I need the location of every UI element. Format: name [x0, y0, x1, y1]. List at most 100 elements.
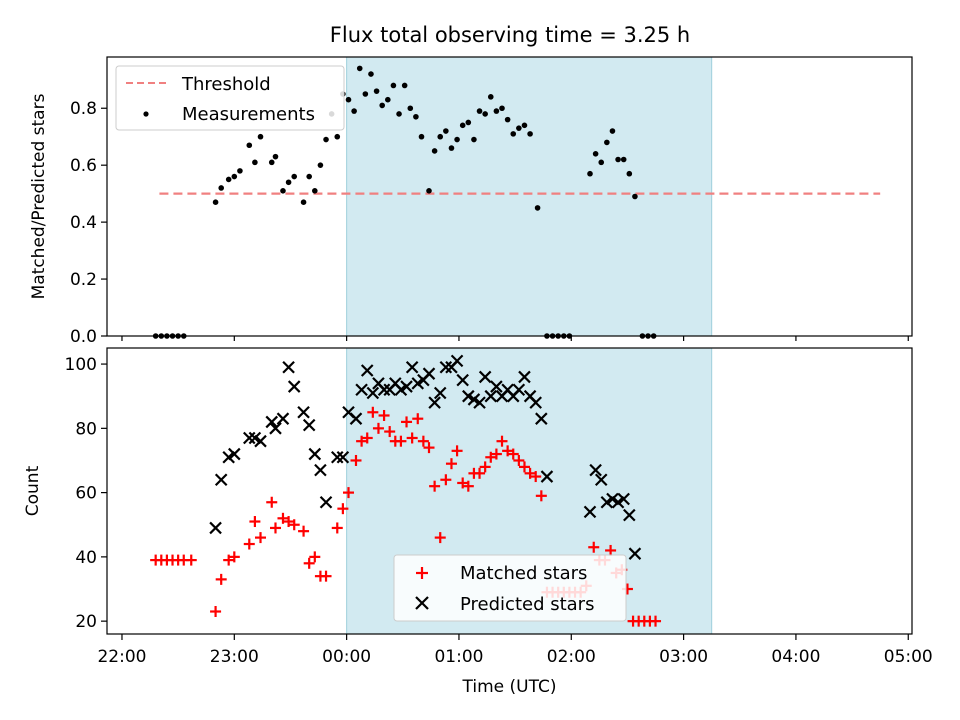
measurement-point: [487, 94, 494, 100]
measurement-point: [482, 111, 488, 117]
x-tick-label: 03:00: [659, 647, 708, 667]
matched-star-point: [445, 458, 457, 470]
measurement-point: [272, 153, 279, 160]
measurement-point: [499, 105, 505, 112]
measurement-point: [368, 71, 374, 77]
measurement-point: [407, 105, 414, 112]
predicted-star-point: [623, 508, 636, 522]
matched-star-point: [298, 525, 310, 537]
measurement-point: [225, 176, 232, 183]
measurement-point: [280, 188, 286, 194]
measurement-point: [312, 188, 318, 194]
x-tick-label: 01:00: [434, 647, 483, 667]
predicted-star-point: [456, 373, 469, 387]
measurement-point: [351, 108, 357, 114]
matched-star-point: [502, 445, 514, 457]
measurement-point: [443, 128, 449, 134]
measurement-point: [300, 199, 307, 205]
matched-star-point: [372, 422, 384, 434]
predicted-star-point: [269, 422, 282, 435]
matched-star-point: [378, 409, 390, 421]
measurement-point: [454, 136, 460, 143]
measurement-point: [285, 179, 292, 186]
matched-star-point: [320, 570, 332, 582]
measurement-point: [431, 148, 438, 154]
legend-predicted-label: Predicted stars: [460, 594, 594, 615]
measurement-point: [356, 65, 363, 72]
measurement-point: [426, 188, 432, 194]
measurement-point: [516, 125, 522, 131]
measurement-point: [345, 96, 352, 103]
matched-star-point: [331, 522, 343, 534]
top-y-ticks: 0.0 0.2 0.4 0.6 0.8: [70, 99, 107, 347]
measurement-point: [390, 82, 397, 89]
predicted-star-point: [589, 463, 602, 477]
matched-star-point: [401, 416, 413, 428]
measurement-point: [212, 199, 219, 205]
x-tick-label: 23:00: [210, 647, 259, 667]
matched-star-point: [309, 551, 321, 563]
measurement-point: [620, 156, 627, 163]
measurement-point: [504, 116, 511, 123]
predicted-star-point: [490, 380, 503, 393]
measurement-point: [592, 150, 599, 157]
matched-star-point: [337, 503, 349, 515]
matched-star-point: [269, 522, 281, 534]
matched-star-point: [535, 490, 547, 502]
matched-star-point: [228, 551, 240, 563]
measurement-point: [385, 96, 391, 103]
legend-predicted-swatch: [415, 596, 429, 610]
measurement-point: [257, 133, 264, 140]
y-tick-label: 100: [65, 355, 97, 375]
predicted-star-point: [439, 361, 453, 374]
predicted-star-point: [254, 434, 267, 448]
predicted-star-point: [243, 431, 256, 445]
measurement-point: [252, 159, 258, 166]
measurement-point: [373, 88, 380, 94]
measurement-point: [268, 159, 275, 166]
predicted-star-point: [355, 383, 368, 397]
measurement-point: [465, 119, 472, 126]
matched-star-point: [249, 516, 261, 528]
measurement-point: [418, 133, 425, 140]
matched-star-point: [423, 442, 435, 454]
measurement-point: [632, 193, 638, 200]
matched-star-point: [429, 480, 441, 492]
predicted-star-point: [366, 386, 380, 400]
predicted-star-point: [512, 383, 526, 397]
matched-star-point: [288, 519, 300, 531]
y-tick-label: 0.0: [70, 327, 97, 347]
matched-star-point: [588, 541, 600, 553]
top-y-axis-label: Matched/Predicted stars: [29, 93, 49, 299]
y-tick-label: 60: [75, 484, 97, 504]
predicted-star-point: [628, 547, 642, 560]
matched-star-point: [343, 487, 354, 499]
matched-star-point: [367, 406, 379, 418]
y-tick-label: 20: [75, 612, 97, 632]
measurement-point: [323, 136, 329, 143]
measurement-point: [306, 173, 312, 180]
legend-matched-label: Matched stars: [460, 563, 587, 584]
predicted-star-point: [209, 521, 222, 535]
predicted-star-point: [405, 361, 419, 374]
measurement-point: [231, 173, 238, 180]
predicted-star-point: [319, 495, 333, 509]
measurement-point: [413, 113, 419, 120]
matched-star-point: [650, 615, 662, 627]
measurement-point: [379, 102, 385, 109]
x-tick-label: 04:00: [771, 647, 820, 667]
predicted-star-point: [214, 473, 228, 487]
measurement-point: [615, 156, 621, 163]
matched-star-point: [255, 532, 267, 544]
measurement-point: [317, 162, 324, 168]
predicted-star-point: [228, 447, 241, 461]
matched-star-point: [406, 432, 418, 444]
predicted-star-point: [540, 470, 554, 483]
predicted-star-point: [473, 396, 486, 409]
measurement-point: [218, 185, 224, 191]
x-tick-label: 00:00: [322, 647, 371, 667]
matched-star-point: [350, 454, 362, 466]
matched-star-point: [496, 435, 508, 447]
matched-star-point: [605, 544, 617, 556]
measurement-point: [237, 168, 243, 174]
